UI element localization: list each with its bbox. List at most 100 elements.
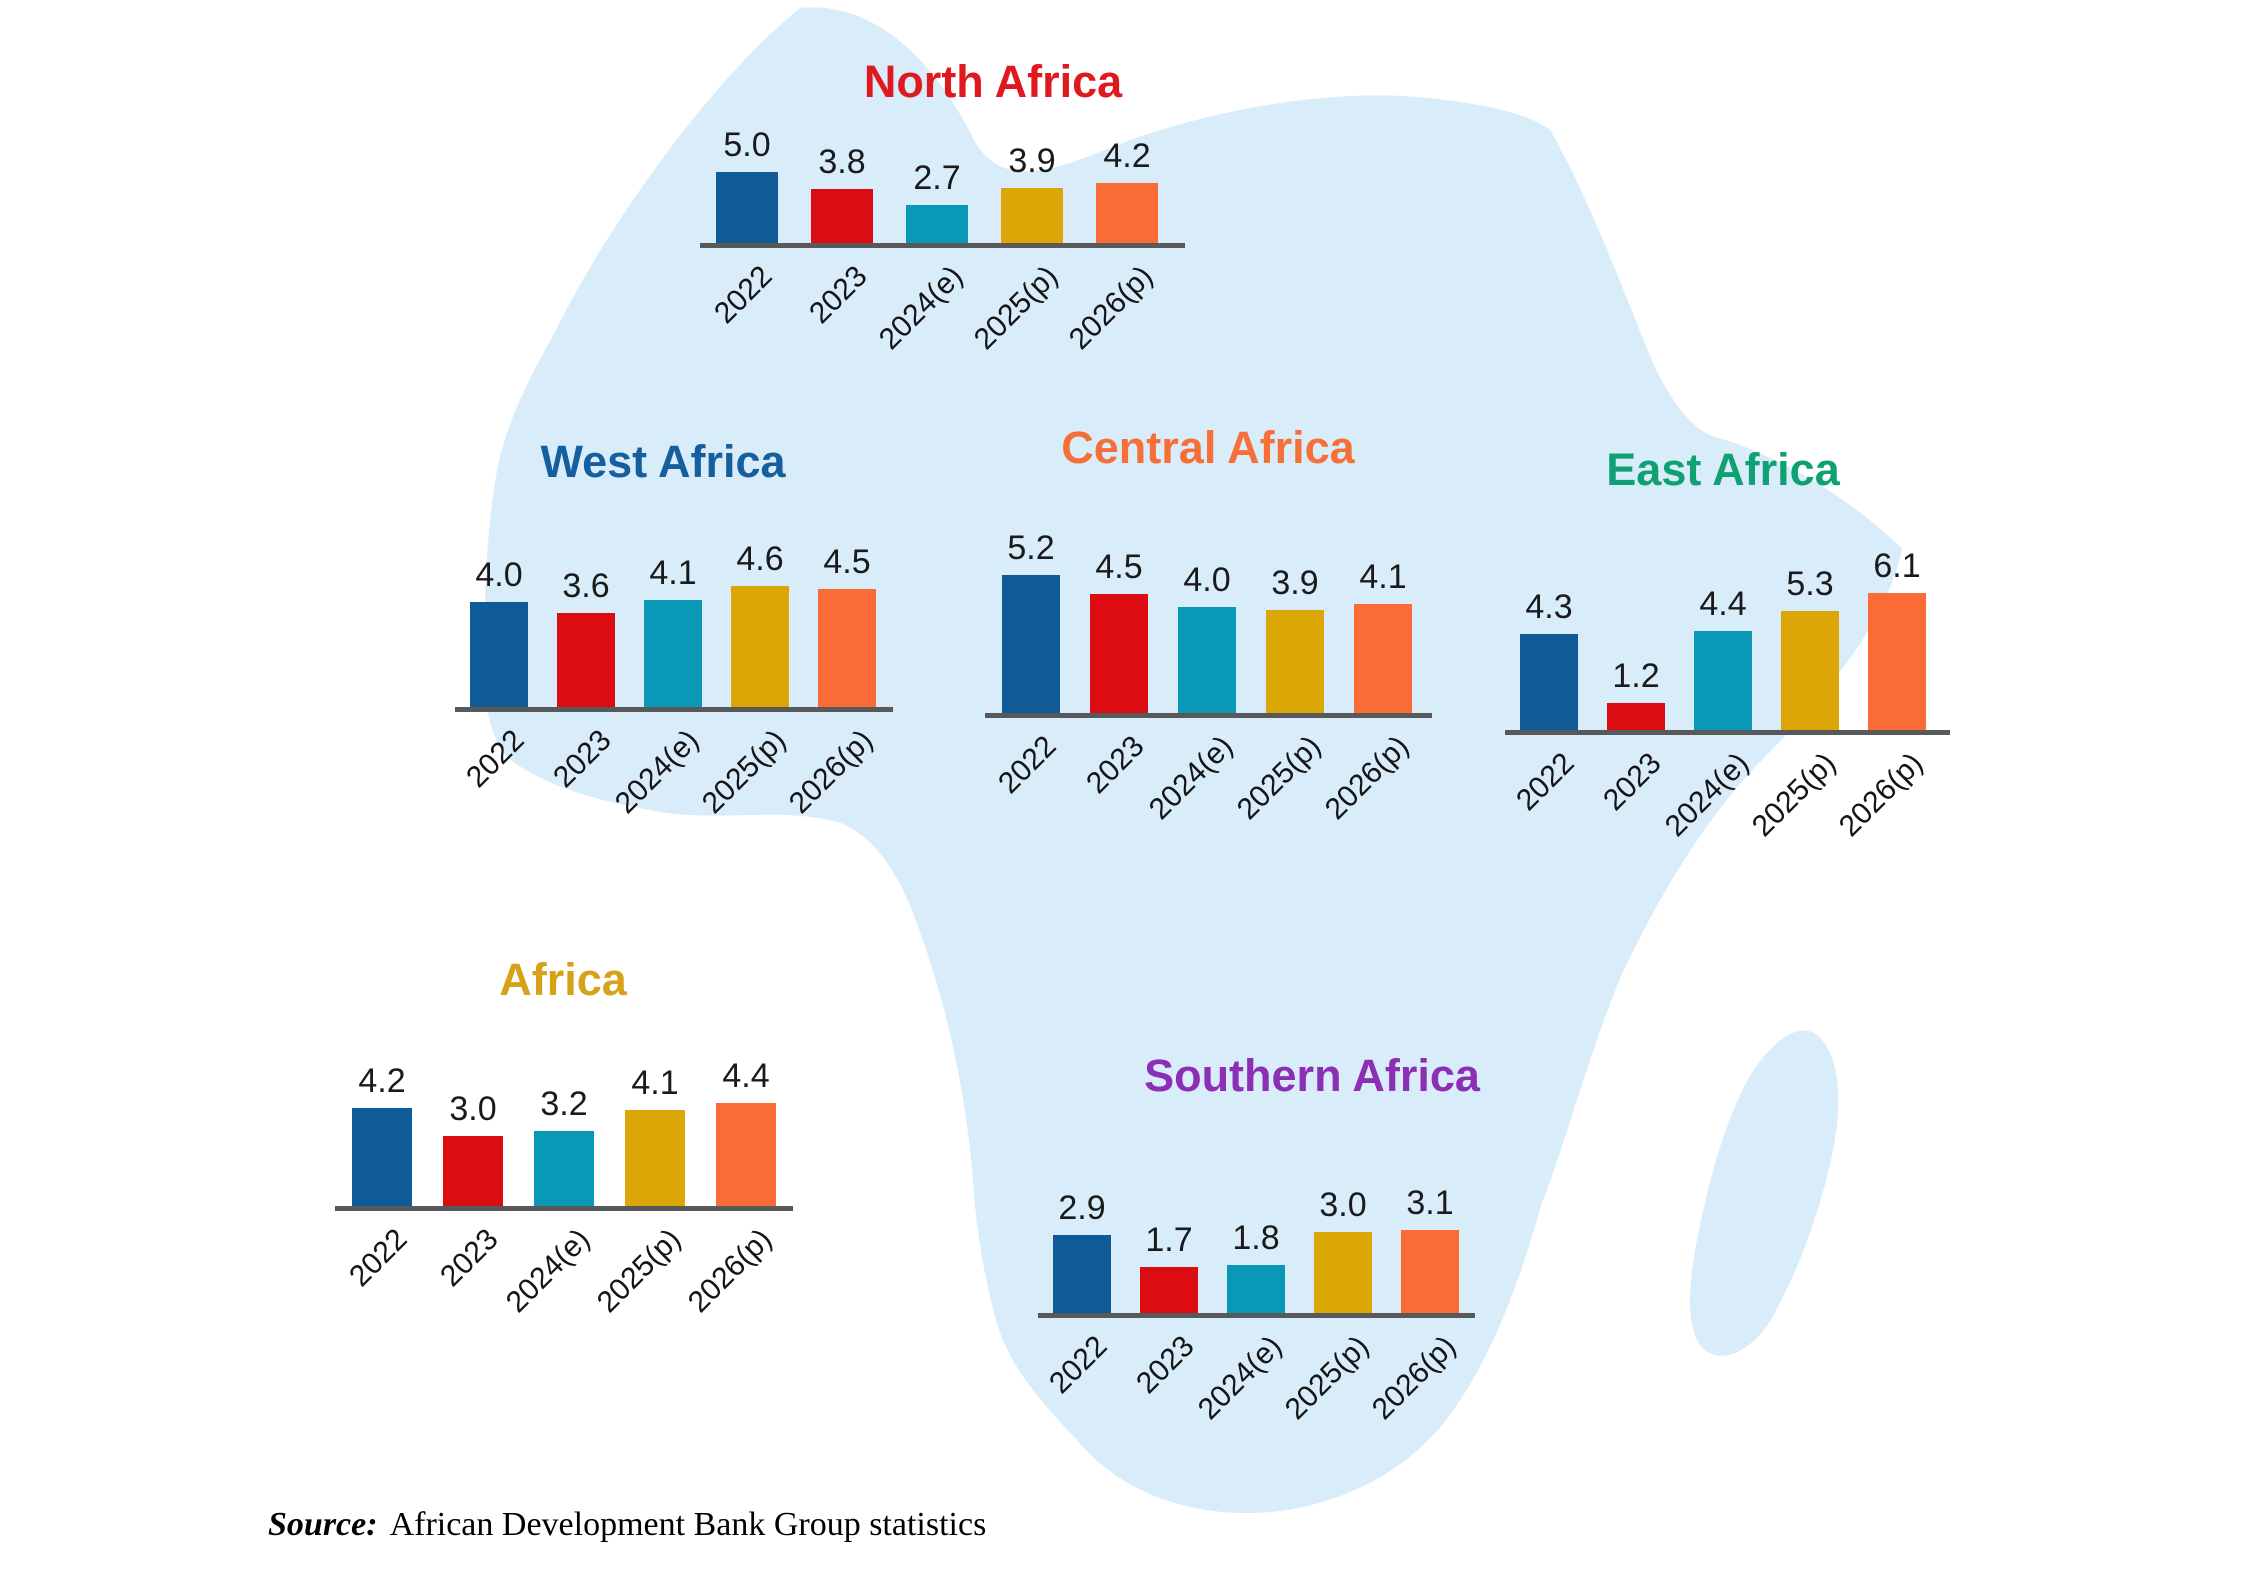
x-tick-label-2023: 2023 [1130,1329,1201,1401]
value-label-2025(p): 4.1 [631,1064,679,1102]
bar-2025(p) [625,1110,685,1206]
bar-2024(e) [906,205,968,243]
x-tick-label-2025(p): 2025(p) [590,1222,687,1320]
bar-2023 [1140,1267,1198,1313]
bar-2022 [1002,575,1060,713]
x-tick-label-2026(p): 2026(p) [1365,1329,1462,1427]
value-label-2023: 4.5 [1095,548,1143,586]
x-tick-label-2024(e): 2024(e) [608,723,705,821]
x-tick-label-2023: 2023 [547,723,618,795]
bar-2025(p) [1266,610,1324,713]
x-tick-label-2026(p): 2026(p) [782,723,879,821]
africa-mainland-shape [484,7,1903,1514]
value-label-2022: 4.3 [1525,588,1573,626]
x-tick-label-2024(e): 2024(e) [1142,729,1239,827]
value-label-2022: 5.2 [1007,529,1055,567]
x-tick-label-2025(p): 2025(p) [695,723,792,821]
value-label-2025(p): 3.0 [1319,1186,1367,1224]
x-tick-label-2024(e): 2024(e) [1658,746,1755,844]
bar-2022 [352,1108,412,1206]
x-tick-label-2026(p): 2026(p) [1062,259,1159,357]
chart-title-africa: Africa [499,954,627,1005]
value-label-2024(e): 4.0 [1183,561,1231,599]
value-label-2024(e): 4.4 [1699,585,1747,623]
value-label-2026(p): 6.1 [1873,547,1921,585]
value-label-2024(e): 3.2 [540,1085,588,1123]
bar-2026(p) [818,589,876,707]
x-tick-label-2023: 2023 [803,259,874,331]
x-tick-label-2025(p): 2025(p) [967,259,1064,357]
bar-2025(p) [731,586,789,707]
x-tick-label-2023: 2023 [434,1222,505,1294]
bar-2022 [716,172,778,243]
value-label-2023: 1.7 [1145,1221,1193,1259]
bar-2023 [1607,703,1665,730]
bar-2022 [1520,634,1578,730]
bar-2024(e) [1227,1265,1285,1313]
x-tick-label-2024(e): 2024(e) [1191,1329,1288,1427]
x-tick-label-2023: 2023 [1080,729,1151,801]
value-label-2025(p): 5.3 [1786,565,1834,603]
bar-2026(p) [1401,1230,1459,1313]
bar-2026(p) [1354,604,1412,713]
source-label: Source: [268,1506,378,1543]
x-tick-label-2025(p): 2025(p) [1745,746,1842,844]
bar-2022 [470,602,528,707]
bar-2026(p) [716,1103,776,1206]
chart-title-north-africa: North Africa [863,56,1123,107]
value-label-2022: 5.0 [723,126,771,164]
value-label-2022: 4.0 [475,556,523,594]
x-tick-label-2022: 2022 [343,1222,414,1294]
x-tick-label-2024(e): 2024(e) [499,1222,596,1320]
bar-2022 [1053,1235,1111,1313]
bar-2024(e) [1178,607,1236,713]
chart-title-west-africa: West Africa [540,436,786,487]
bar-2023 [811,189,873,243]
chart-title-central-africa: Central Africa [1061,422,1355,473]
x-tick-label-2024(e): 2024(e) [872,259,969,357]
bar-2025(p) [1781,611,1839,730]
value-label-2026(p): 4.5 [823,543,871,581]
x-tick-label-2026(p): 2026(p) [1318,729,1415,827]
value-label-2023: 3.6 [562,567,610,605]
x-tick-label-2023: 2023 [1597,746,1668,818]
x-tick-label-2025(p): 2025(p) [1230,729,1327,827]
x-tick-label-2022: 2022 [708,259,779,331]
x-tick-label-2022: 2022 [460,723,531,795]
bar-2026(p) [1868,593,1926,730]
x-axis-line [1505,730,1950,735]
bar-2023 [557,613,615,707]
value-label-2024(e): 4.1 [649,554,697,592]
x-tick-label-2025(p): 2025(p) [1278,1329,1375,1427]
source-line: Source: African Development Bank Group st… [268,1506,986,1544]
value-label-2026(p): 4.4 [722,1057,770,1095]
madagascar-island-shape [1689,1030,1839,1356]
source-text: African Development Bank Group statistic… [389,1506,987,1543]
bar-2023 [1090,594,1148,713]
bar-2023 [443,1136,503,1206]
x-tick-label-2026(p): 2026(p) [1832,746,1929,844]
value-label-2025(p): 3.9 [1008,142,1056,180]
x-tick-label-2022: 2022 [1043,1329,1114,1401]
value-label-2022: 4.2 [358,1062,406,1100]
bar-2025(p) [1314,1232,1372,1313]
x-tick-label-2022: 2022 [992,729,1063,801]
x-axis-line [335,1206,793,1211]
value-label-2022: 2.9 [1058,1189,1106,1227]
value-label-2025(p): 3.9 [1271,564,1319,602]
value-label-2025(p): 4.6 [736,540,784,578]
x-tick-label-2022: 2022 [1510,746,1581,818]
value-label-2024(e): 1.8 [1232,1219,1280,1257]
value-label-2023: 3.0 [449,1090,497,1128]
x-axis-line [985,713,1432,718]
value-label-2024(e): 2.7 [913,159,961,197]
value-label-2026(p): 3.1 [1406,1184,1454,1222]
bar-2026(p) [1096,183,1158,243]
value-label-2026(p): 4.1 [1359,558,1407,596]
